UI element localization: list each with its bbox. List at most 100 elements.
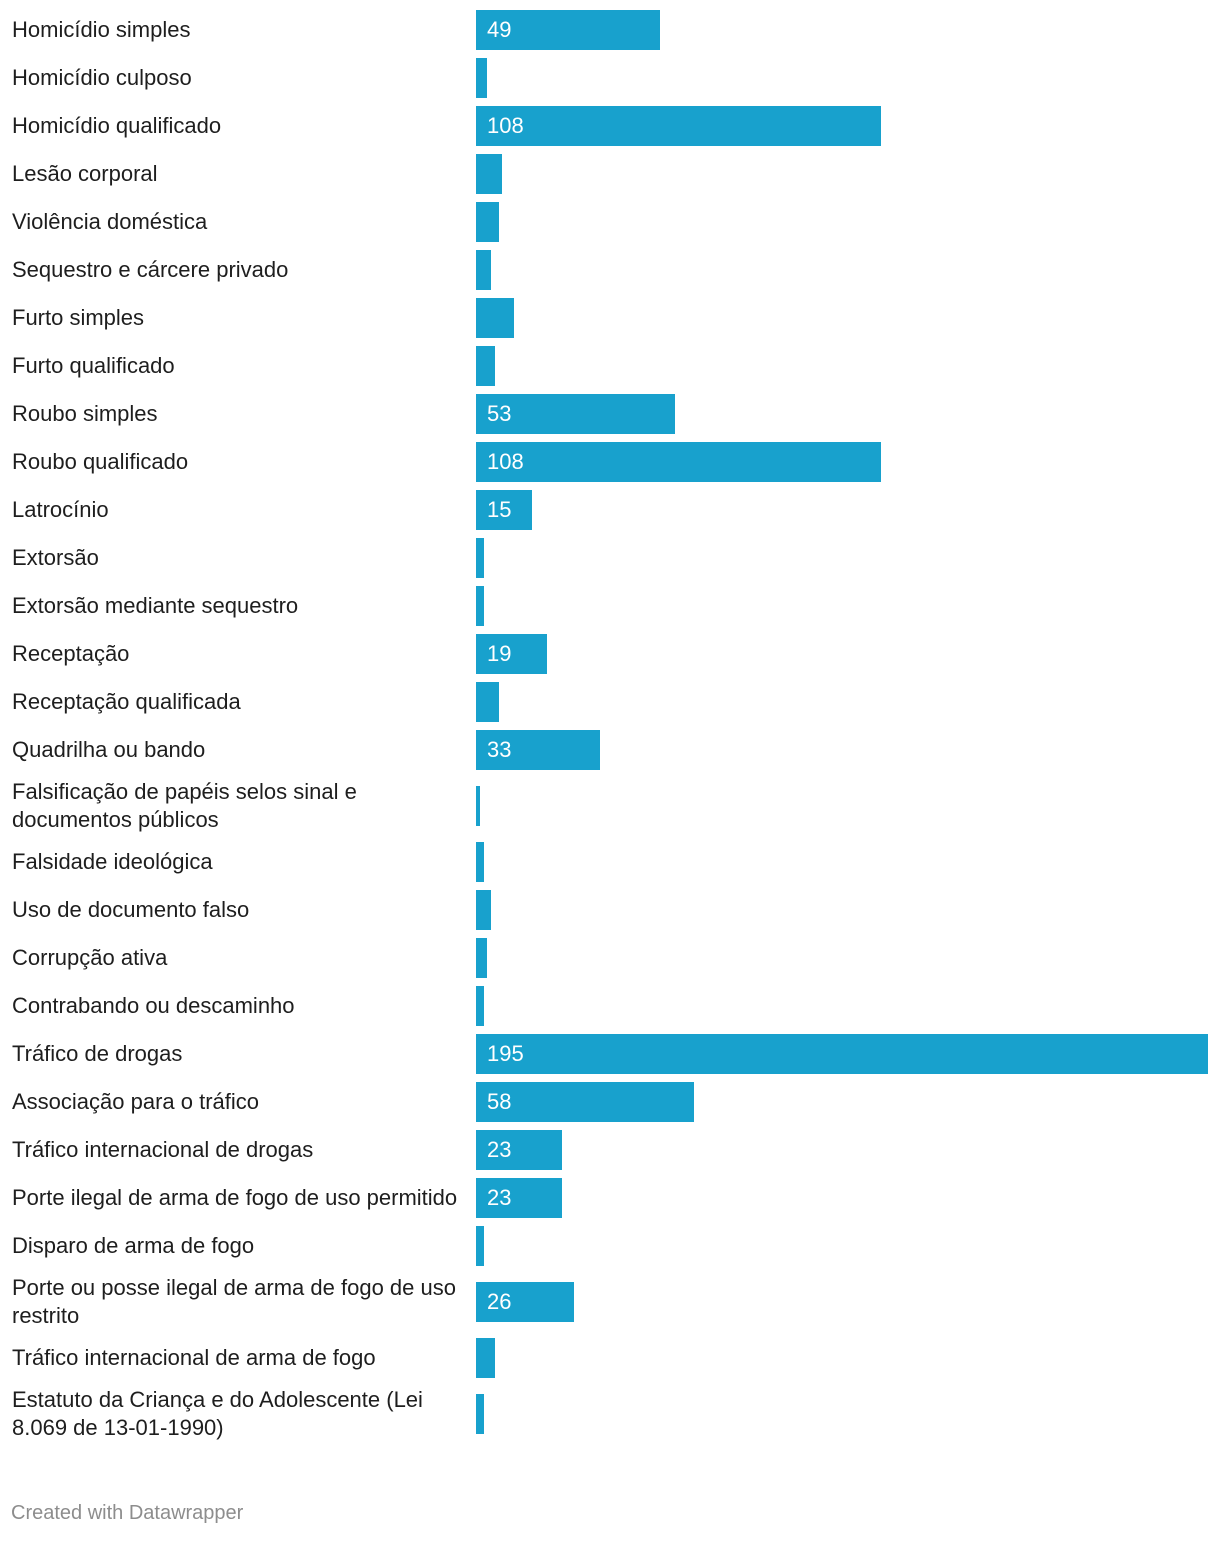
category-label: Receptação: [12, 641, 130, 666]
value-label: 108: [487, 113, 524, 138]
bar-row: Furto qualificado: [0, 346, 1220, 386]
category-label: Homicídio simples: [12, 17, 191, 42]
category-label: Porte ou posse ilegal de arma de fogo de…: [12, 1275, 456, 1328]
bar-row: Receptação 19: [0, 634, 1220, 674]
bar-row: Contrabando ou descaminho: [0, 986, 1220, 1026]
category-label: Homicídio qualificado: [12, 113, 222, 138]
category-label: Falsidade ideológica: [12, 849, 213, 874]
value-label: 23: [487, 1185, 512, 1210]
bar: [476, 394, 675, 434]
value-label: 49: [487, 17, 512, 42]
value-label: 19: [487, 641, 512, 666]
bar: [476, 1034, 1208, 1074]
bar: [476, 842, 484, 882]
bar: [476, 58, 488, 98]
bar-row: Tráfico internacional de arma de fogo: [0, 1338, 1220, 1378]
bar: [476, 10, 660, 50]
category-label: Disparo de arma de fogo: [12, 1233, 255, 1258]
value-label: 33: [487, 737, 512, 762]
value-label: 15: [487, 497, 512, 522]
bar: [476, 1394, 484, 1434]
category-label: Quadrilha ou bando: [12, 737, 206, 762]
bar: [476, 586, 484, 626]
bar-row: Extorsão: [0, 538, 1220, 578]
value-label: 26: [487, 1289, 512, 1314]
datawrapper-credit: Created with Datawrapper: [11, 1502, 244, 1524]
bar-row: Latrocínio 15: [0, 490, 1220, 530]
bar: [476, 1178, 563, 1218]
bar: [476, 1282, 574, 1322]
bar-row: Associação para o tráfico 58: [0, 1082, 1220, 1122]
bar-row: Porte ilegal de arma de fogo de uso perm…: [0, 1178, 1220, 1218]
category-label: Furto qualificado: [12, 353, 175, 378]
category-label: Porte ilegal de arma de fogo de uso perm…: [12, 1185, 458, 1210]
bar-row: Uso de documento falso: [0, 890, 1220, 930]
category-label: Tráfico internacional de drogas: [12, 1137, 314, 1162]
category-label: Tráfico internacional de arma de fogo: [12, 1345, 376, 1370]
bar-row: Porte ou posse ilegal de arma de fogo de…: [0, 1274, 1220, 1330]
bar: [476, 154, 503, 194]
bar: [476, 346, 495, 386]
bar: [476, 490, 533, 530]
category-label: Contrabando ou descaminho: [12, 993, 295, 1018]
bar-row: Falsidade ideológica: [0, 842, 1220, 882]
category-label: Extorsão mediante sequestro: [12, 593, 299, 618]
bar: [476, 202, 499, 242]
category-label: Associação para o tráfico: [12, 1089, 260, 1114]
category-label: Homicídio culposo: [12, 65, 192, 90]
bar: [476, 298, 514, 338]
category-label: Furto simples: [12, 305, 145, 330]
bar-row: Falsificação de papéis selos sinal e doc…: [0, 778, 1220, 834]
bar: [476, 938, 488, 978]
category-label: Tráfico de drogas: [12, 1041, 183, 1066]
value-label: 108: [487, 449, 524, 474]
bar: [476, 1338, 495, 1378]
value-label: 195: [487, 1041, 524, 1066]
bar: [476, 538, 484, 578]
value-label: 58: [487, 1089, 512, 1114]
bar-row: Extorsão mediante sequestro: [0, 586, 1220, 626]
bar: [476, 682, 499, 722]
bar-row: Lesão corporal: [0, 154, 1220, 194]
bar: [476, 890, 491, 930]
category-label: Lesão corporal: [12, 161, 158, 186]
category-label: Latrocínio: [12, 497, 109, 522]
bar-chart: Homicídio simples 49 Homicídio culposo Homi…: [0, 10, 1220, 1442]
bar: [476, 1130, 563, 1170]
bar: [476, 730, 600, 770]
bar-row: Tráfico de drogas 195: [0, 1034, 1220, 1074]
bar: [476, 634, 548, 674]
category-label: Sequestro e cárcere privado: [12, 257, 289, 282]
category-label: Roubo simples: [12, 401, 158, 426]
bar-row: Roubo qualificado 108: [0, 442, 1220, 482]
bar: [476, 986, 484, 1026]
bar-row: Tráfico internacional de drogas 23: [0, 1130, 1220, 1170]
bar-row: Corrupção ativa: [0, 938, 1220, 978]
bar-row: Homicídio simples 49: [0, 10, 1220, 50]
bar-row: Estatuto da Criança e do Adolescente (Le…: [0, 1386, 1220, 1442]
bar-row: Furto simples: [0, 298, 1220, 338]
bar-row: Sequestro e cárcere privado: [0, 250, 1220, 290]
category-label: Violência doméstica: [12, 209, 208, 234]
value-label: 23: [487, 1137, 512, 1162]
bar: [476, 106, 882, 146]
bar-row: Receptação qualificada: [0, 682, 1220, 722]
bar-row: Homicídio qualificado 108: [0, 106, 1220, 146]
category-label: Extorsão: [12, 545, 99, 570]
category-label: Receptação qualificada: [12, 689, 241, 714]
bar: [476, 442, 882, 482]
bar-row: Roubo simples 53: [0, 394, 1220, 434]
bar: [476, 786, 480, 826]
bar: [476, 1082, 694, 1122]
category-label: Falsificação de papéis selos sinal e doc…: [12, 779, 357, 832]
category-label: Uso de documento falso: [12, 897, 250, 922]
bar-row: Violência doméstica: [0, 202, 1220, 242]
bar-row: Disparo de arma de fogo: [0, 1226, 1220, 1266]
category-label: Estatuto da Criança e do Adolescente (Le…: [12, 1387, 423, 1440]
bar: [476, 250, 491, 290]
value-label: 53: [487, 401, 512, 426]
bar-row: Quadrilha ou bando 33: [0, 730, 1220, 770]
bar: [476, 1226, 484, 1266]
bar-row: Homicídio culposo: [0, 58, 1220, 98]
category-label: Corrupção ativa: [12, 945, 168, 970]
